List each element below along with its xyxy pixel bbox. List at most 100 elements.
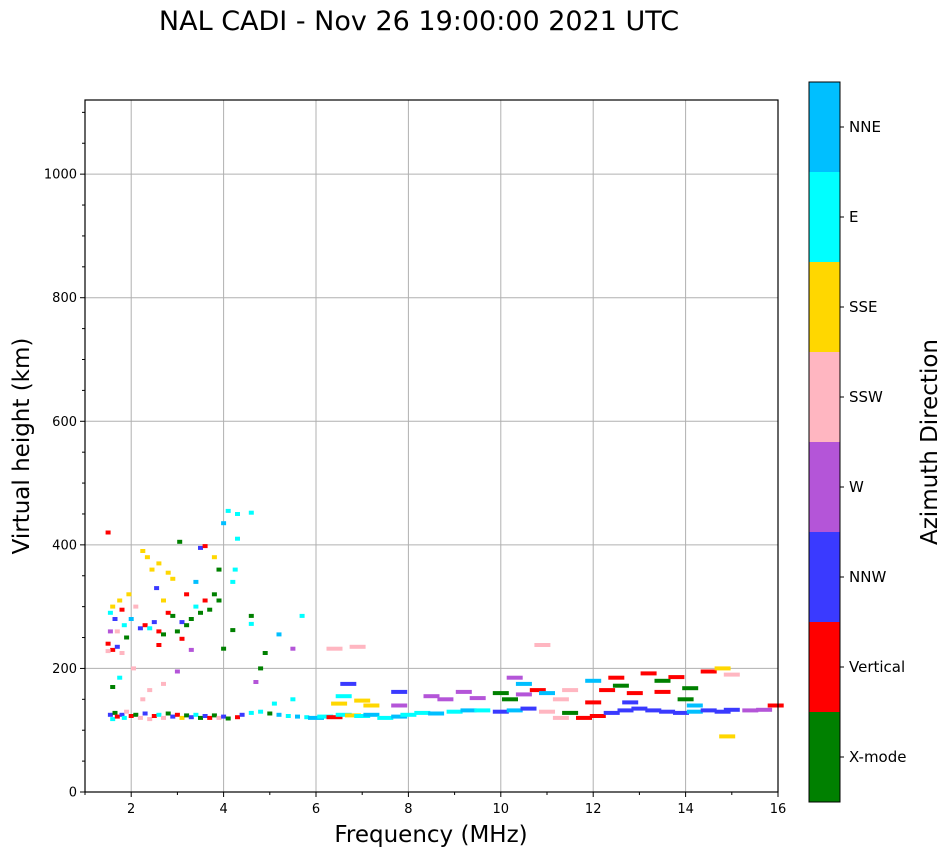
- data-point: [110, 647, 116, 652]
- data-point: [304, 715, 310, 720]
- data-point: [400, 712, 417, 717]
- data-point: [290, 646, 296, 651]
- data-point: [225, 716, 231, 721]
- data-point: [156, 712, 162, 717]
- data-point: [211, 592, 217, 597]
- data-point: [133, 604, 139, 609]
- colorbar-segment: [809, 262, 840, 352]
- data-point: [110, 717, 116, 722]
- data-point: [161, 598, 166, 603]
- data-point: [742, 708, 759, 713]
- data-point: [165, 610, 171, 615]
- data-point: [423, 694, 440, 699]
- data-point: [677, 697, 694, 702]
- data-point: [198, 715, 203, 720]
- data-point: [124, 635, 130, 640]
- y-tick-label: 800: [52, 291, 77, 306]
- data-point: [492, 691, 509, 696]
- data-point: [177, 539, 183, 544]
- data-point: [622, 700, 639, 705]
- data-point: [502, 697, 518, 702]
- data-point: [437, 697, 454, 702]
- data-point: [170, 613, 176, 618]
- data-point: [340, 681, 357, 686]
- data-point: [714, 666, 731, 671]
- colorbar-label: Azimuth Direction: [917, 339, 943, 545]
- x-tick-label: 6: [312, 802, 320, 817]
- data-point: [640, 671, 657, 676]
- data-point: [335, 712, 352, 717]
- data-point: [271, 701, 277, 706]
- data-point: [216, 598, 222, 603]
- data-point: [165, 711, 171, 716]
- data-point: [723, 672, 740, 677]
- data-point: [188, 617, 194, 621]
- data-point: [188, 647, 194, 652]
- data-point: [248, 621, 254, 626]
- data-point: [612, 683, 629, 688]
- colorbar-tick-label: SSE: [849, 298, 878, 316]
- data-point: [248, 710, 254, 715]
- data-point: [589, 714, 606, 718]
- data-point: [142, 711, 148, 716]
- data-point: [654, 678, 671, 683]
- data-point: [114, 714, 120, 719]
- data-point: [216, 567, 222, 572]
- data-point: [221, 521, 227, 526]
- y-tick-label: 600: [52, 415, 77, 430]
- data-point: [119, 607, 125, 612]
- data-point: [617, 708, 634, 713]
- colorbar-tick-label: E: [849, 208, 858, 226]
- data-point: [767, 703, 784, 708]
- data-point: [248, 510, 254, 515]
- data-point: [161, 632, 166, 637]
- data-point: [207, 715, 213, 720]
- colorbar-segment: [809, 352, 840, 442]
- chart-title: NAL CADI - Nov 26 19:00:00 2021 UTC: [158, 6, 680, 37]
- data-point: [585, 700, 602, 705]
- data-point: [686, 703, 703, 708]
- data-point: [207, 607, 213, 612]
- colorbar-frame: [808, 81, 841, 803]
- data-point: [114, 644, 120, 649]
- data-point: [235, 715, 240, 720]
- data-point: [105, 649, 111, 654]
- data-point: [290, 697, 296, 702]
- colorbar: X-mode Vertical NNW W SSW SSE E NNE: [808, 81, 906, 803]
- x-tick-label: 16: [770, 802, 787, 817]
- data-point: [202, 544, 208, 549]
- data-point: [285, 714, 291, 718]
- data-point: [142, 623, 148, 628]
- data-point: [112, 617, 118, 621]
- data-point: [170, 576, 176, 581]
- data-point: [107, 610, 113, 615]
- data-point: [174, 669, 180, 674]
- data-point: [562, 688, 579, 693]
- data-point: [673, 710, 689, 715]
- data-point: [506, 675, 523, 680]
- colorbar-tick-label: SSW: [849, 388, 883, 406]
- data-point: [170, 714, 176, 719]
- data-point: [133, 712, 139, 717]
- y-tick-label: 1000: [44, 168, 77, 183]
- data-point: [193, 712, 199, 717]
- data-point: [700, 669, 717, 674]
- data-point: [253, 680, 259, 684]
- data-point: [156, 629, 162, 634]
- colorbar-segment: [809, 442, 840, 532]
- colorbar-tick-label: X-mode: [849, 748, 906, 766]
- data-point: [659, 709, 676, 714]
- data-point: [599, 688, 616, 693]
- data-point: [105, 641, 111, 646]
- colorbar-tick-label: Vertical: [849, 658, 905, 676]
- data-point: [391, 714, 408, 719]
- data-point: [335, 694, 352, 699]
- data-point: [221, 646, 227, 651]
- colorbar-segment: [809, 532, 840, 622]
- data-point: [239, 712, 245, 717]
- data-point: [156, 643, 162, 647]
- data-point: [184, 592, 190, 597]
- data-point: [114, 629, 120, 634]
- data-point: [202, 598, 208, 603]
